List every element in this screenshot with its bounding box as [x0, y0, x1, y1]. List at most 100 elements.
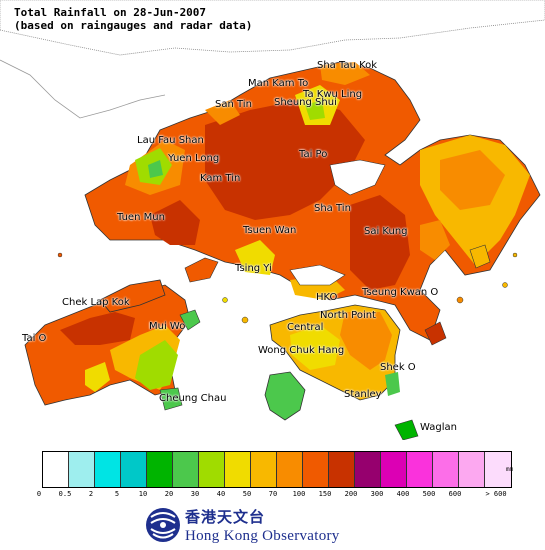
legend-tick-label: 0 — [36, 490, 42, 498]
legend-swatch — [277, 452, 303, 487]
legend-tick-label: 400 — [396, 490, 410, 498]
zone-east-2 — [440, 150, 505, 210]
lantau-green — [135, 340, 178, 390]
legend-unit: mm — [506, 466, 514, 473]
place-label: Yuen Long — [168, 153, 220, 164]
legend-tick-label: 20 — [164, 490, 174, 498]
legend-swatch — [355, 452, 381, 487]
chek-lap-kok — [99, 279, 166, 313]
place-label: Lau Fau Shan — [137, 135, 204, 146]
zone-sha-tau-kok — [320, 62, 370, 85]
place-label: Tai Po — [299, 149, 328, 160]
zone-sai-kung-inner — [420, 220, 450, 260]
peng-chau-island — [179, 309, 201, 331]
lantau-heavy — [60, 312, 135, 345]
legend-swatch — [329, 452, 355, 487]
east-islets — [424, 321, 447, 346]
legend-swatch — [43, 452, 69, 487]
legend-tick-label: 70 — [268, 490, 278, 498]
hko-emblem-icon — [146, 508, 180, 542]
place-label: Central — [287, 322, 324, 333]
map-subtitle: (based on raingauges and radar data) — [14, 19, 253, 32]
lamma-island — [264, 371, 306, 421]
legend-tick-label: 300 — [370, 490, 384, 498]
legend-tick-label: 200 — [344, 490, 358, 498]
zone-san-tin — [205, 100, 240, 125]
hko-logo: 香港天文台 Hong Kong Observatory — [145, 502, 405, 548]
islet — [57, 252, 63, 258]
place-label: Cheung Chau — [159, 393, 227, 404]
legend-swatch — [433, 452, 459, 487]
legend-swatch — [485, 452, 511, 487]
place-label: Mui Wo — [149, 321, 186, 332]
zone-lau-fau-shan-in — [148, 160, 163, 178]
logo-english-text: Hong Kong Observatory — [185, 528, 340, 544]
legend-swatch — [95, 452, 121, 487]
heavy-rain-w — [150, 200, 200, 245]
legend-swatch — [173, 452, 199, 487]
place-label: Stanley — [344, 389, 382, 400]
rainfall-map — [0, 0, 545, 440]
zone-north-in — [305, 100, 325, 120]
place-label: Ta Kwu Ling — [303, 89, 363, 100]
rainfall-legend — [42, 451, 512, 488]
tung-lung-island — [394, 419, 419, 440]
legend-tick-label: 10 — [138, 490, 148, 498]
legend-tick-label: 100 — [292, 490, 306, 498]
place-label: Chek Lap Kok — [62, 297, 130, 308]
islet — [512, 252, 518, 258]
place-label: Sha Tin — [314, 203, 351, 214]
legend-tick-label: 50 — [242, 490, 252, 498]
legend-swatch — [251, 452, 277, 487]
shek-o-green — [385, 372, 400, 396]
legend-tick-label: 40 — [216, 490, 226, 498]
east-islets-2 — [469, 244, 491, 269]
islet — [241, 316, 249, 324]
islet — [502, 282, 508, 288]
inner-harbour — [289, 264, 346, 286]
place-label: Waglan — [420, 422, 457, 433]
place-label: Sheung Shui — [274, 97, 337, 108]
legend-tick-label: 2 — [88, 490, 94, 498]
islet — [456, 296, 464, 304]
place-label: Sha Tau Kok — [317, 60, 378, 71]
legend-swatch — [147, 452, 173, 487]
legend-tick-label: 500 — [422, 490, 436, 498]
legend-tick-label: 150 — [318, 490, 332, 498]
place-label: San Tin — [215, 99, 252, 110]
zone-tsing-yi — [235, 240, 275, 275]
ma-wan-island — [184, 257, 219, 283]
place-label: Wong Chuk Hang — [258, 345, 345, 356]
lantau-lighter — [85, 362, 110, 392]
islet — [222, 297, 228, 303]
shenzhen-coast — [0, 59, 166, 119]
legend-swatch — [69, 452, 95, 487]
legend-swatch — [225, 452, 251, 487]
legend-swatch — [303, 452, 329, 487]
place-label: Shek O — [380, 362, 416, 373]
legend-swatch — [381, 452, 407, 487]
legend-swatch — [199, 452, 225, 487]
legend-swatch — [459, 452, 485, 487]
place-label: HKO — [316, 292, 338, 303]
legend-tick-label: > 600 — [485, 490, 507, 498]
map-title: Total Rainfall on 28-Jun-2007 — [14, 6, 207, 19]
place-label: Tsuen Wan — [243, 225, 297, 236]
tolo-harbour — [329, 159, 386, 196]
place-label: Tsing Yi — [235, 263, 272, 274]
place-label: Kam Tin — [200, 173, 241, 184]
place-label: North Point — [320, 310, 376, 321]
legend-tick-label: 600 — [448, 490, 462, 498]
place-label: Tuen Mun — [117, 212, 165, 223]
hk-island-light — [290, 325, 340, 370]
heavy-rain-ne — [350, 195, 410, 290]
hk-island-heavy — [340, 312, 392, 370]
legend-swatch — [407, 452, 433, 487]
legend-tick-label: 5 — [114, 490, 120, 498]
mainland-china — [0, 0, 545, 56]
place-label: Tseung Kwan O — [362, 287, 439, 298]
legend-tick-label: 0.5 — [58, 490, 72, 498]
legend-tick-label: 30 — [190, 490, 200, 498]
heavy-rain-core — [205, 100, 365, 220]
logo-chinese-text: 香港天文台 — [185, 508, 266, 526]
